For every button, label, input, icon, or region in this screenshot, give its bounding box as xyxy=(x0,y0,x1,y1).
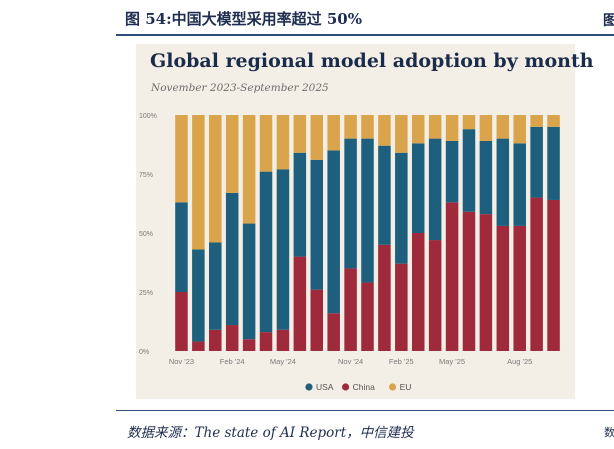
bar-segment-china xyxy=(496,225,510,351)
bar-segment-china xyxy=(276,329,290,351)
legend-swatch-china xyxy=(342,383,350,391)
bar-segment-usa xyxy=(192,249,205,342)
bar-segment-eu xyxy=(276,115,290,170)
bar-segment-eu xyxy=(209,115,222,243)
x-tick-label: Feb '25 xyxy=(389,357,414,366)
x-tick-label: Nov '23 xyxy=(169,357,194,366)
bar-segment-china xyxy=(378,244,391,351)
figure-title: 图 54:中国大模型采用率超过 50% xyxy=(125,10,362,28)
y-tick-label: 25% xyxy=(139,290,153,297)
bar-segment-china xyxy=(175,292,188,351)
bar-segment-china xyxy=(428,240,442,351)
bar-segment-eu xyxy=(175,115,188,203)
bar-segment-eu xyxy=(378,115,391,146)
x-tick-label: Feb '24 xyxy=(220,357,245,366)
bar-segment-usa xyxy=(547,126,560,200)
bar-segment-china xyxy=(209,329,222,351)
bar-segment-usa xyxy=(378,145,391,245)
bar-segment-usa xyxy=(513,143,526,226)
bar-segment-eu xyxy=(395,115,408,153)
bar-segment-china xyxy=(411,233,425,351)
bar-segment-china xyxy=(547,199,560,351)
bar-segment-eu xyxy=(192,115,205,250)
top-divider xyxy=(116,34,614,36)
bar-segment-usa xyxy=(530,126,543,198)
next-figure-label-fragment: 图 xyxy=(603,13,614,29)
chart-title: Global regional model adoption by month xyxy=(150,50,594,72)
bar-segment-usa xyxy=(242,223,256,340)
bar-segment-china xyxy=(361,282,374,351)
bar-segment-china xyxy=(293,256,307,351)
bar-segment-usa xyxy=(293,152,307,257)
bottom-divider xyxy=(116,410,614,411)
bar-segment-usa xyxy=(225,192,239,326)
x-tick-label: May '25 xyxy=(439,357,465,366)
source-note: 数据来源：The state of AI Report，中信建投 xyxy=(127,425,414,441)
y-tick-label: 0% xyxy=(139,349,149,356)
bar-segment-eu xyxy=(428,115,442,139)
bar-segment-eu xyxy=(411,115,425,144)
legend-label-usa: USA xyxy=(316,382,334,392)
next-source-fragment: 数 xyxy=(604,426,614,439)
bar-segment-eu xyxy=(259,115,273,172)
bar-segment-usa xyxy=(361,138,374,283)
bar-segment-eu xyxy=(462,115,476,130)
y-tick-label: 50% xyxy=(139,231,153,238)
bar-segment-eu xyxy=(547,115,560,127)
legend-label-eu: EU xyxy=(400,382,412,392)
bar-segment-china xyxy=(513,225,526,351)
bar-segment-china xyxy=(445,202,459,351)
bar-segment-eu xyxy=(310,115,324,160)
bar-segment-china xyxy=(259,332,273,351)
bar-segment-usa xyxy=(344,138,357,269)
x-tick-label: May '24 xyxy=(270,357,296,366)
bar-segment-china xyxy=(462,211,476,351)
bar-segment-eu xyxy=(242,115,256,224)
y-tick-label: 100% xyxy=(139,113,157,120)
bar-segment-usa xyxy=(462,129,476,212)
bar-segment-china xyxy=(242,339,256,351)
bar-segment-eu xyxy=(225,115,239,193)
bar-segment-china xyxy=(310,289,324,351)
bar-segment-china xyxy=(344,268,357,351)
bar-segment-usa xyxy=(445,140,459,203)
chart-subtitle: November 2023-September 2025 xyxy=(151,82,329,94)
bar-segment-usa xyxy=(276,169,290,330)
bar-segment-eu xyxy=(361,115,374,139)
bar-segment-eu xyxy=(513,115,526,144)
chart-panel: Global regional model adoption by month … xyxy=(136,44,594,399)
bar-segment-usa xyxy=(327,150,340,314)
bar-segment-usa xyxy=(496,138,510,226)
chart-plot: 0% 25% 50% 75% 100% Nov '23 Feb '24 May '24 Nov … xyxy=(139,113,560,392)
bar-segment-china xyxy=(479,214,493,351)
legend-swatch-eu xyxy=(389,383,397,391)
bar-segment-eu xyxy=(445,115,459,141)
bar-segment-china xyxy=(192,341,205,351)
bar-segment-eu xyxy=(496,115,510,139)
bar-segment-china xyxy=(395,263,408,351)
bar-segment-eu xyxy=(530,115,543,127)
bar-segment-usa xyxy=(395,152,408,264)
x-tick-label: Aug '25 xyxy=(507,357,532,366)
legend-swatch-usa xyxy=(305,383,313,391)
bar-segment-china xyxy=(327,313,340,351)
bar-segment-china xyxy=(225,325,239,351)
bar-segment-usa xyxy=(411,143,425,233)
bar-segment-eu xyxy=(344,115,357,139)
bar-segment-usa xyxy=(479,140,493,215)
bar-segment-usa xyxy=(428,138,442,241)
bar-segment-usa xyxy=(259,171,273,333)
bar-segment-eu xyxy=(293,115,307,153)
legend-label-china: China xyxy=(353,382,375,392)
y-tick-label: 75% xyxy=(139,172,153,179)
bar-segment-usa xyxy=(310,159,324,290)
bar-segment-china xyxy=(530,197,543,351)
bar-segment-usa xyxy=(175,202,188,292)
bar-segment-usa xyxy=(209,242,222,330)
x-tick-label: Nov '24 xyxy=(338,357,363,366)
bar-segment-eu xyxy=(327,115,340,151)
bar-segment-eu xyxy=(479,115,493,141)
